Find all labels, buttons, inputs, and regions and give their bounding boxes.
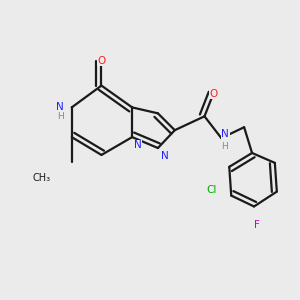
Text: H: H	[221, 142, 228, 151]
Text: F: F	[254, 220, 260, 230]
Text: N: N	[134, 140, 142, 150]
Text: N: N	[56, 102, 64, 112]
Text: Cl: Cl	[206, 184, 217, 195]
Text: H: H	[57, 112, 64, 121]
Text: CH₃: CH₃	[33, 173, 51, 183]
Text: N: N	[221, 129, 229, 139]
Text: O: O	[97, 56, 106, 66]
Text: N: N	[161, 151, 169, 161]
Text: O: O	[209, 88, 217, 98]
